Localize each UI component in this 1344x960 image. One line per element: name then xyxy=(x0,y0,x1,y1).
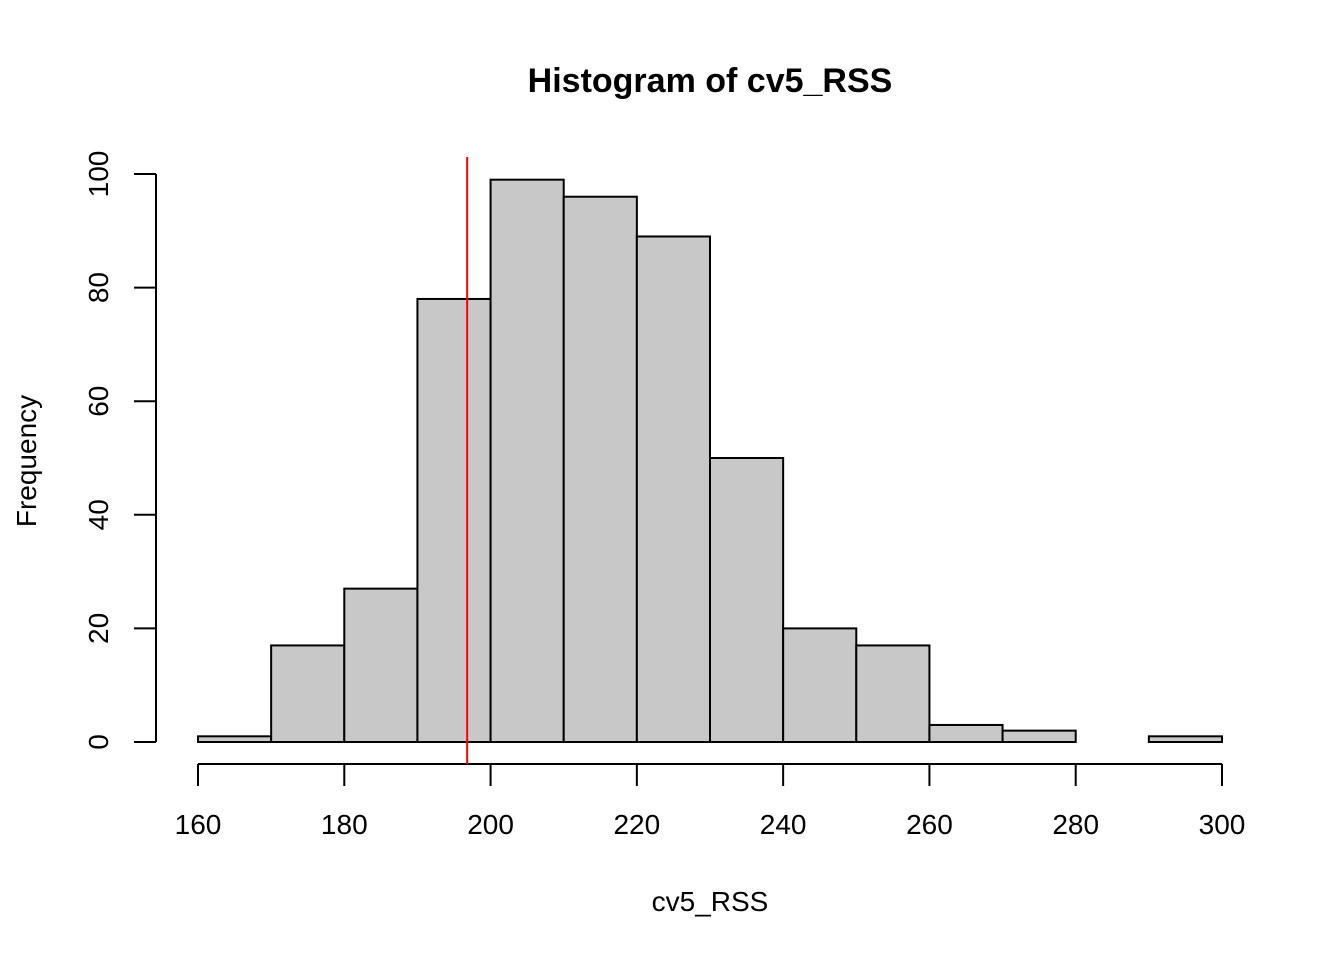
histogram-bar-6 xyxy=(635,235,711,743)
x-tick-label-1: 180 xyxy=(321,809,368,840)
x-tick-label-2: 200 xyxy=(467,809,514,840)
histogram-bar-5 xyxy=(562,195,638,744)
x-axis: 160 180 200 220 240 260 280 300 xyxy=(175,763,1246,840)
x-tick-label-7: 300 xyxy=(1199,809,1246,840)
histogram-bar-13 xyxy=(1147,735,1224,744)
x-tick-label-6: 280 xyxy=(1052,809,1099,840)
histogram-bar-4 xyxy=(489,178,565,743)
x-tick-label-5: 260 xyxy=(906,809,953,840)
chart-title: Histogram of cv5_RSS xyxy=(528,62,893,100)
y-axis: 0 20 40 60 80 100 xyxy=(83,151,157,750)
y-tick-label-5: 100 xyxy=(83,151,114,198)
x-tick-label-3: 220 xyxy=(613,809,660,840)
x-tick-label-4: 240 xyxy=(760,809,807,840)
histogram-bar-1 xyxy=(270,644,346,743)
histogram-bar-11 xyxy=(1001,729,1077,744)
y-tick-label-4: 80 xyxy=(83,272,114,303)
histogram-bar-0 xyxy=(197,735,273,744)
histogram-bar-9 xyxy=(855,644,931,743)
bars-group xyxy=(197,178,1224,744)
y-tick-label-2: 40 xyxy=(83,499,114,530)
y-axis-label: Frequency xyxy=(11,395,42,527)
x-axis-label: cv5_RSS xyxy=(652,886,769,917)
y-tick-label-0: 0 xyxy=(83,734,114,750)
y-tick-label-3: 60 xyxy=(83,386,114,417)
y-tick-label-1: 20 xyxy=(83,613,114,644)
x-tick-label-0: 160 xyxy=(175,809,222,840)
histogram-bar-8 xyxy=(782,627,858,744)
histogram-bar-3 xyxy=(416,297,492,743)
histogram-bar-2 xyxy=(343,587,419,744)
histogram-bar-10 xyxy=(928,723,1004,744)
histogram-bar-7 xyxy=(709,457,785,743)
